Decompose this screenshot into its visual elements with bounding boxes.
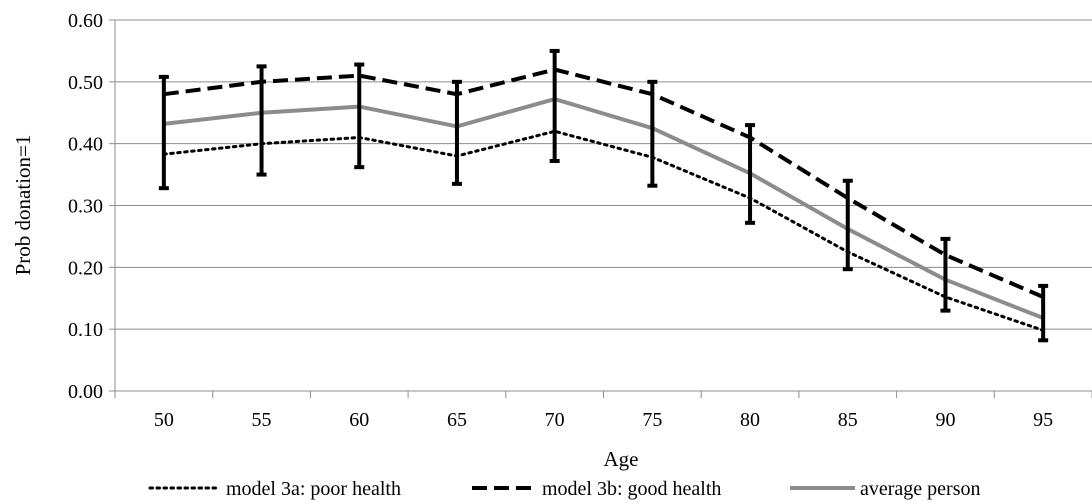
x-tick-label: 60 — [349, 409, 369, 431]
y-tick-label: 0.30 — [68, 196, 103, 218]
error-bar — [842, 178, 853, 272]
x-tick-label: 65 — [447, 409, 467, 431]
x-tick-label: 85 — [838, 409, 858, 431]
series-line-3 — [163, 97, 1044, 320]
error-bar — [451, 79, 462, 186]
legend-label: model 3b: good health — [542, 478, 721, 500]
error-bar — [745, 123, 756, 225]
series-line-2 — [163, 67, 1044, 299]
x-tick-labels: 50 55 60 65 70 75 80 85 90 95 — [154, 409, 1053, 431]
error-bar — [256, 64, 267, 177]
y-tick-label: 0.20 — [68, 257, 103, 279]
x-axis-title: Age — [604, 447, 639, 471]
legend: model 3a: poor health model 3b: good heal… — [148, 478, 981, 500]
x-tick-label: 90 — [935, 409, 955, 431]
x-tick-label: 55 — [252, 409, 272, 431]
x-tick-label: 50 — [154, 409, 174, 431]
y-tick-label: 0.10 — [68, 319, 103, 341]
x-tick-label: 70 — [545, 409, 565, 431]
series-line-1 — [162, 129, 1045, 332]
y-tick-labels: 0.00 0.10 0.20 0.30 0.40 0.50 0.60 — [68, 10, 103, 403]
legend-label: model 3a: poor health — [226, 478, 401, 500]
y-tick-label: 0.50 — [68, 72, 103, 94]
error-bar — [158, 74, 169, 191]
y-tick-label: 0.60 — [68, 10, 103, 32]
y-tick-label: 0.00 — [68, 381, 103, 403]
legend-item-3: average person — [790, 478, 981, 500]
error-bar — [647, 79, 658, 188]
error-bar — [940, 236, 951, 313]
error-bar — [549, 48, 560, 163]
x-tick-label: 80 — [740, 409, 760, 431]
error-bar — [354, 62, 365, 170]
legend-item-1: model 3a: poor health — [148, 478, 401, 500]
error-bars — [158, 48, 1049, 343]
legend-label: average person — [860, 478, 981, 500]
x-tick-label: 75 — [642, 409, 662, 431]
error-bar — [1038, 283, 1049, 343]
y-axis-title: Prob donation=1 — [11, 135, 35, 276]
series-lines — [162, 67, 1045, 332]
x-tick-label: 95 — [1033, 409, 1053, 431]
axes — [109, 19, 1092, 398]
y-tick-label: 0.40 — [68, 134, 103, 156]
legend-item-2: model 3b: good health — [472, 478, 721, 500]
